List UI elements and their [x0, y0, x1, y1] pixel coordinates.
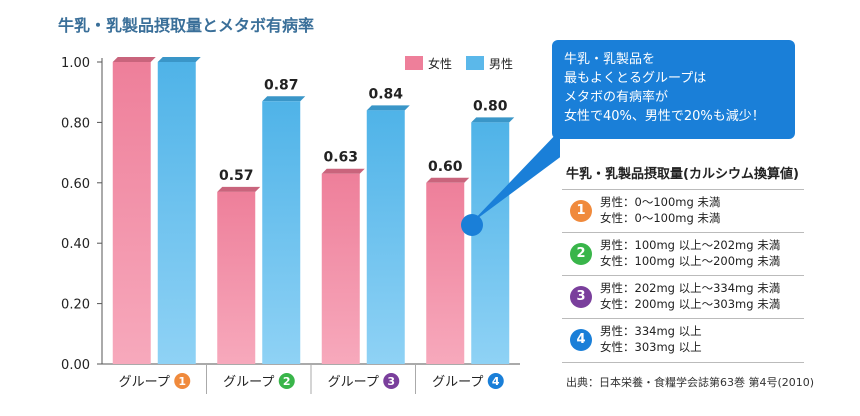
chart-title: 牛乳・乳製品摂取量とメタボ有病率	[58, 16, 315, 35]
callout-line: 牛乳・乳製品を	[564, 52, 656, 67]
intake-row-1: 1 男性：0～100mg 未満 女性：0～100mg 未満	[562, 189, 804, 232]
intake-table-title: 牛乳・乳製品摂取量(カルシウム換算値)	[566, 167, 799, 182]
bar-top-face	[471, 117, 515, 123]
y-tick-label: 0.20	[61, 298, 90, 313]
bar-chart: 0.00 0.20 0.40 0.60 0.80 1.00 グループ 1 0.57 0.87 グル…	[61, 56, 560, 394]
group-1-icon: 1	[570, 200, 592, 222]
bar-top-face	[217, 186, 261, 192]
callout-anchor-dot	[461, 214, 483, 236]
callout-line: 最もよくとるグループは	[564, 71, 707, 86]
bar-top-face	[112, 57, 156, 62]
y-tick-label: 1.00	[61, 56, 90, 71]
y-tick-label: 0.00	[61, 358, 90, 373]
data-label: 0.87	[264, 77, 299, 93]
group-2-icon: 2	[570, 243, 592, 265]
x-tick-label: グループ	[223, 375, 274, 390]
group-number-icon	[174, 373, 191, 389]
intake-female-text: 女性：303mg 以上	[600, 340, 702, 354]
y-tick-label: 0.40	[61, 237, 90, 252]
data-label: 0.60	[428, 159, 463, 175]
callout-box: 牛乳・乳製品を 最もよくとるグループは メタボの有病率が 女性で40%、男性で2…	[552, 40, 795, 139]
bar-top-face	[262, 96, 306, 102]
legend-label-male: 男性	[489, 57, 513, 71]
data-label: 0.84	[368, 86, 403, 102]
intake-male-text: 男性：334mg 以上	[600, 324, 702, 338]
callout-line: 女性で40%、男性で20%も減少！	[564, 109, 765, 124]
intake-row-4: 4 男性：334mg 以上 女性：303mg 以上	[562, 318, 804, 361]
callout-pointer	[470, 130, 560, 224]
bar-top-face	[426, 177, 470, 183]
group-number-label: 2	[283, 375, 291, 388]
intake-male-text: 男性：100mg 以上～202mg 未満	[600, 238, 781, 252]
data-label: 0.80	[473, 98, 508, 114]
bar-female	[217, 191, 256, 364]
bar-female	[426, 182, 465, 364]
group-4-icon: 4	[570, 329, 592, 351]
y-tick-label: 0.80	[61, 116, 90, 131]
bar-male	[366, 110, 405, 364]
intake-row-3: 3 男性：202mg 以上～334mg 未満 女性：200mg 以上～303mg…	[562, 275, 804, 318]
group-number-label: 3	[387, 375, 395, 388]
bar-female	[321, 173, 360, 364]
bar-female	[112, 62, 151, 364]
bar-male	[471, 122, 510, 365]
group-3-icon: 3	[570, 286, 592, 308]
group-number-label: 1	[178, 375, 186, 388]
intake-male-text: 男性：202mg 以上～334mg 未満	[600, 281, 781, 295]
intake-male-text: 男性：0～100mg 未満	[600, 195, 721, 209]
group-number-icon	[487, 373, 504, 389]
legend-swatch-female	[405, 56, 423, 70]
table-bottom-border	[562, 362, 804, 363]
x-tick-label: グループ	[432, 375, 483, 390]
legend-label-female: 女性	[428, 56, 452, 71]
bar-male	[157, 62, 196, 364]
intake-female-text: 女性：200mg 以上～303mg 未満	[600, 297, 781, 311]
y-tick-label: 0.60	[61, 177, 90, 192]
legend-swatch-male	[466, 56, 484, 70]
bar-top-face	[321, 168, 365, 174]
intake-female-text: 女性：100mg 以上～200mg 未満	[600, 254, 781, 268]
source-citation: 出典：日本栄養・食糧学会誌第63巻 第4号(2010)	[566, 376, 815, 389]
x-tick-label: グループ	[119, 375, 170, 390]
intake-row-2: 2 男性：100mg 以上～202mg 未満 女性：100mg 以上～200mg…	[562, 232, 804, 275]
bar-male	[262, 101, 301, 364]
group-number-icon	[278, 373, 295, 389]
intake-female-text: 女性：0～100mg 未満	[600, 211, 721, 225]
bar-top-face	[157, 57, 201, 62]
group-number-label: 4	[492, 375, 500, 388]
x-tick-label: グループ	[328, 375, 379, 390]
data-label: 0.57	[219, 168, 254, 184]
callout-line: メタボの有病率が	[564, 90, 669, 105]
bar-top-face	[366, 105, 410, 111]
group-number-icon	[383, 373, 400, 389]
data-label: 0.63	[323, 150, 358, 166]
